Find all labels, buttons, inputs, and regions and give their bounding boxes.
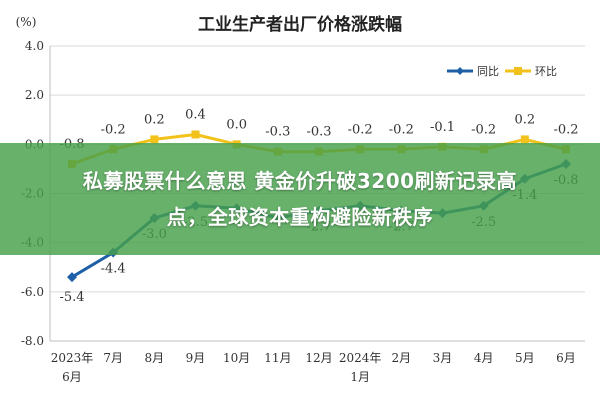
data-label: -0.2 xyxy=(471,122,496,137)
data-label: 0.4 xyxy=(185,108,206,123)
data-label: 0.2 xyxy=(514,112,535,127)
y-tick-label: 4.0 xyxy=(25,39,44,53)
x-tick-label: 9月 xyxy=(186,351,206,365)
data-label: -0.1 xyxy=(430,120,455,135)
legend-marker xyxy=(456,67,464,75)
headline-line-1: 私募股票什么意思 黄金价升破3200刷新记录高 xyxy=(82,169,518,193)
data-label: -0.3 xyxy=(306,125,331,140)
x-tick-label: 7月 xyxy=(103,351,123,365)
data-point-mom xyxy=(520,135,529,144)
x-tick-label: 5月 xyxy=(515,351,535,365)
x-tick-label: 2024年 xyxy=(339,351,382,365)
data-point-yoy xyxy=(67,272,77,283)
headline-line-2: 点，全球资本重构避险新秩序 xyxy=(166,205,434,229)
x-tick-label: 4月 xyxy=(474,351,494,365)
data-label: -0.3 xyxy=(265,125,290,140)
x-tick-label: 6月 xyxy=(62,370,82,384)
data-label: -0.2 xyxy=(389,122,414,137)
data-label: -0.2 xyxy=(348,122,373,137)
data-label: 0.2 xyxy=(144,112,165,127)
x-tick-label: 3月 xyxy=(433,351,453,365)
x-tick-label: 2月 xyxy=(392,351,412,365)
x-tick-label: 11月 xyxy=(264,351,291,365)
headline-banner: 私募股票什么意思 黄金价升破3200刷新记录高 点，全球资本重构避险新秩序 xyxy=(0,143,600,255)
y-tick-label: 2.0 xyxy=(25,88,44,102)
x-tick-label: 1月 xyxy=(350,370,370,384)
data-label: -0.2 xyxy=(553,122,578,137)
x-tick-label: 10月 xyxy=(223,351,250,365)
y-tick-label: -8.0 xyxy=(21,334,44,348)
y-axis-unit: (%) xyxy=(16,15,37,29)
legend-label: 环比 xyxy=(535,65,557,78)
legend-marker xyxy=(514,67,522,75)
x-tick-label: 8月 xyxy=(145,351,165,365)
y-tick-label: -6.0 xyxy=(21,285,44,299)
data-label: -4.4 xyxy=(101,262,126,277)
chart-title: 工业生产者出厂价格涨跌幅 xyxy=(198,14,402,35)
x-tick-label: 6月 xyxy=(556,351,576,365)
legend-label: 同比 xyxy=(477,65,499,78)
data-label: -5.4 xyxy=(59,290,84,305)
data-point-mom xyxy=(191,130,200,139)
data-label: -0.2 xyxy=(101,122,126,137)
x-tick-label: 12月 xyxy=(305,351,332,365)
x-tick-label: 2023年 xyxy=(51,351,94,365)
data-label: 0.0 xyxy=(226,117,247,132)
data-point-mom xyxy=(150,135,159,144)
